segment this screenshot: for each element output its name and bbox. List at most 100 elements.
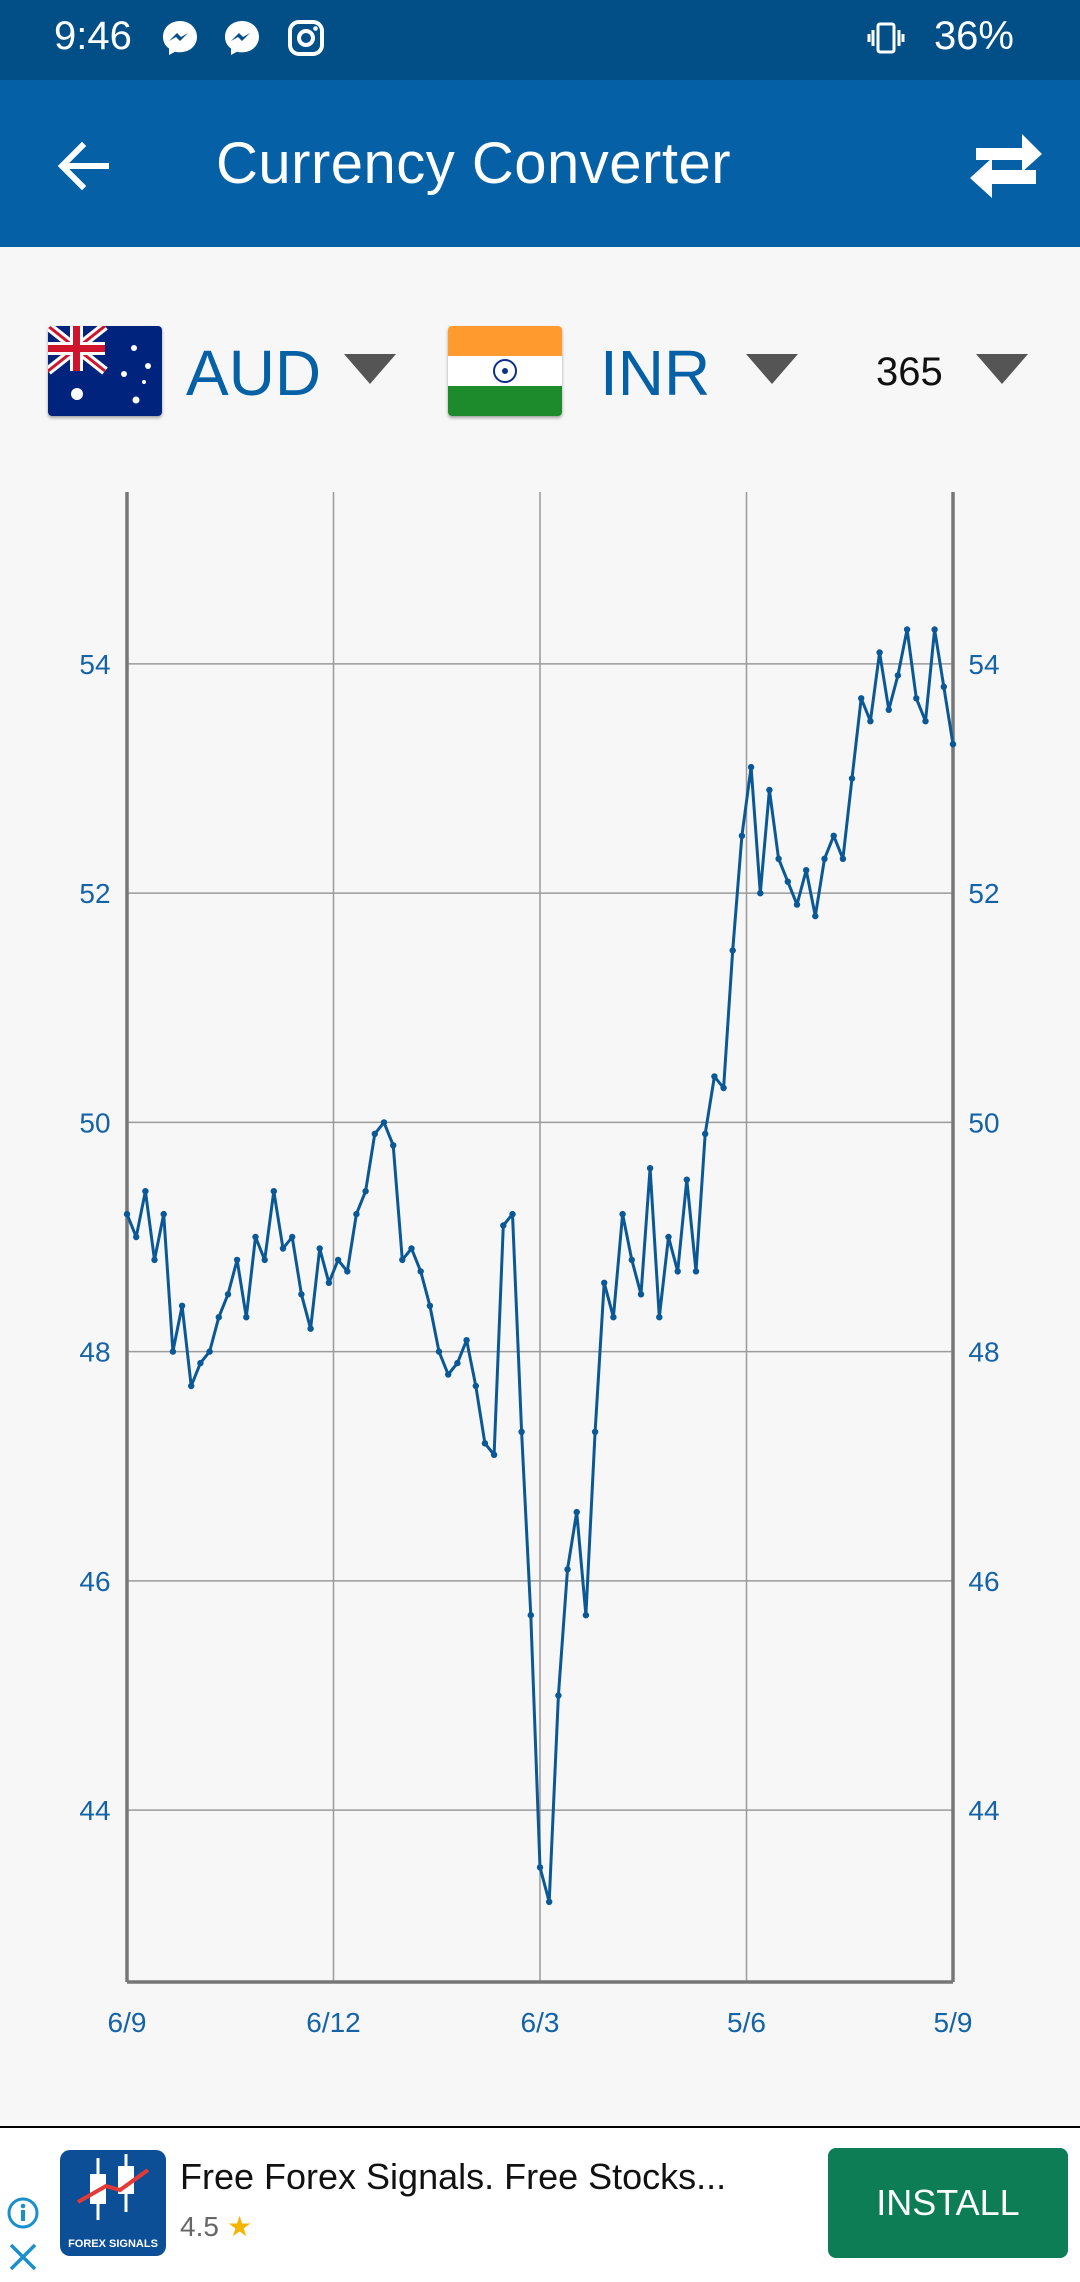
data-point <box>500 1222 507 1229</box>
data-point <box>591 1428 599 1435</box>
data-point <box>830 832 837 839</box>
to-currency-code[interactable]: INR <box>600 337 711 409</box>
ad-app-logo[interactable]: FOREX SIGNALS <box>60 2150 166 2256</box>
ad-banner[interactable]: FOREX SIGNALS Free Forex Signals. Free S… <box>0 2126 1080 2282</box>
data-point <box>573 1508 580 1516</box>
data-point <box>940 683 947 690</box>
data-point <box>133 1233 140 1241</box>
data-point <box>243 1314 250 1321</box>
y-tick-label-left: 50 <box>79 1107 110 1138</box>
data-point <box>821 855 828 862</box>
data-point <box>729 947 736 954</box>
data-point <box>463 1337 470 1344</box>
from-currency-code[interactable]: AUD <box>186 337 322 409</box>
install-button[interactable]: INSTALL <box>828 2148 1068 2258</box>
data-point <box>766 786 773 794</box>
data-point <box>316 1245 323 1252</box>
data-point <box>509 1210 516 1218</box>
data-point <box>738 832 746 839</box>
status-bar: 9:46 36% <box>0 0 1080 80</box>
data-point <box>784 878 791 885</box>
data-point <box>178 1302 186 1309</box>
x-tick-label: 5/9 <box>934 2007 973 2038</box>
data-point <box>399 1256 406 1264</box>
data-point <box>380 1119 388 1126</box>
days-range-value[interactable]: 365 <box>876 350 943 394</box>
data-point <box>711 1073 718 1080</box>
data-point <box>197 1359 204 1367</box>
currency-selector-row: AUD INR 365 <box>0 320 1080 420</box>
data-point <box>224 1291 232 1298</box>
y-tick-label-left: 54 <box>79 649 110 680</box>
data-point <box>720 1084 727 1092</box>
data-point <box>894 672 902 679</box>
instagram-icon <box>288 20 324 56</box>
data-point <box>619 1210 626 1218</box>
chart-canvas: 44 44 46 46 48 48 50 50 52 52 54 54 6/9 6/12 6/3 5/6 5/9 <box>79 492 1000 2038</box>
data-point <box>334 1256 342 1264</box>
data-point <box>922 718 929 725</box>
days-range-dropdown-icon[interactable] <box>976 354 1028 384</box>
x-tick-label: 5/6 <box>727 2007 766 2038</box>
india-flag-icon[interactable] <box>448 326 562 416</box>
x-tick-label: 6/9 <box>108 2007 147 2038</box>
data-point <box>903 626 911 633</box>
swap-arrows-icon[interactable] <box>966 124 1046 204</box>
y-tick-label-right: 54 <box>968 649 999 680</box>
data-point <box>279 1245 287 1252</box>
data-point <box>628 1256 635 1264</box>
data-point <box>564 1566 571 1573</box>
data-point <box>527 1612 534 1619</box>
data-point <box>775 855 782 862</box>
vibrate-icon <box>867 22 905 54</box>
data-point <box>454 1359 461 1367</box>
australia-flag-icon[interactable] <box>48 326 162 416</box>
messenger-icon <box>163 21 197 55</box>
data-point <box>481 1440 489 1447</box>
data-point <box>252 1233 259 1241</box>
x-tick-label: 6/12 <box>306 2007 361 2038</box>
data-point <box>683 1176 690 1183</box>
data-point <box>885 706 892 713</box>
data-point <box>298 1291 305 1298</box>
y-tick-label-right: 46 <box>968 1566 999 1597</box>
data-point <box>858 695 865 702</box>
data-point <box>692 1268 700 1275</box>
data-point <box>646 1165 654 1172</box>
data-point <box>876 649 883 656</box>
data-point <box>261 1256 268 1264</box>
data-point <box>518 1428 525 1435</box>
candlestick-icon <box>77 2154 150 2220</box>
data-point <box>160 1210 167 1218</box>
data-point <box>215 1314 222 1321</box>
app-bar: Currency Converter <box>0 80 1080 247</box>
ad-headline[interactable]: Free Forex Signals. Free Stocks... <box>180 2156 727 2197</box>
ad-rating-value: 4.5 <box>180 2211 219 2242</box>
ad-close-icon[interactable] <box>6 2240 40 2274</box>
data-point <box>867 718 874 725</box>
data-point <box>188 1382 195 1390</box>
data-point <box>270 1188 277 1195</box>
from-currency-dropdown-icon[interactable] <box>344 354 396 384</box>
y-tick-label-right: 44 <box>968 1795 999 1826</box>
data-point <box>123 1210 131 1218</box>
data-point <box>426 1302 434 1309</box>
data-point <box>812 912 819 920</box>
data-point <box>674 1268 681 1275</box>
y-tick-label-right: 52 <box>968 878 999 909</box>
data-point <box>408 1245 415 1252</box>
data-point <box>665 1233 672 1241</box>
x-tick-label: 6/3 <box>521 2007 560 2038</box>
data-point <box>949 741 957 748</box>
page-title: Currency Converter <box>216 131 732 196</box>
arrow-left-icon[interactable] <box>48 130 120 202</box>
battery-level: 36% <box>933 14 1014 58</box>
y-tick-label-left: 46 <box>79 1566 110 1597</box>
ad-rating: 4.5 ★ <box>180 2210 252 2243</box>
data-point <box>353 1210 360 1218</box>
ad-info-icon[interactable] <box>6 2196 40 2230</box>
to-currency-dropdown-icon[interactable] <box>746 354 798 384</box>
data-point <box>546 1898 553 1906</box>
data-point <box>417 1268 424 1275</box>
data-point <box>325 1279 333 1286</box>
